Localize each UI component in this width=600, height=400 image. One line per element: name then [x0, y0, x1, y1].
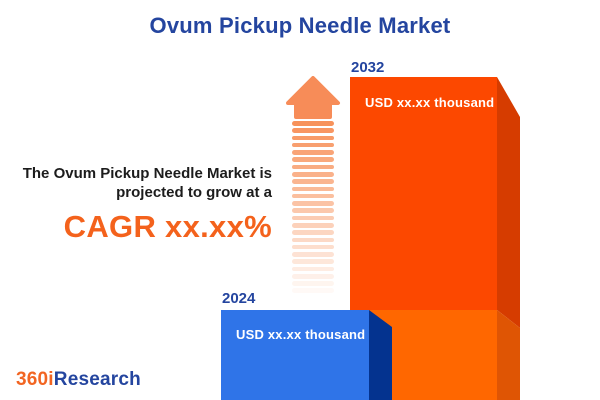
- logo: 360iResearch: [16, 369, 141, 391]
- bar-2032-front: [350, 77, 497, 310]
- bar-value-2032: USD xx.xx thousand: [365, 95, 495, 110]
- growth-arrow-head-icon: [286, 76, 340, 119]
- bar-label-2032: 2032: [351, 59, 385, 76]
- description-line-2: projected to grow at a: [116, 184, 272, 201]
- bar-2024-front: [221, 310, 369, 400]
- bar-label-2024: 2024: [222, 290, 256, 307]
- cagr-value: CAGR xx.xx%: [63, 209, 272, 244]
- bar-2032-side-lower: [497, 310, 520, 400]
- bar-value-2024: USD xx.xx thousand: [236, 327, 366, 342]
- logo-360i: 360i: [16, 369, 54, 390]
- logo-research: Research: [53, 369, 141, 390]
- bar-2024-side: [369, 310, 392, 400]
- growth-arrow-stripes: [292, 121, 334, 296]
- description-line-1: The Ovum Pickup Needle Market is: [22, 165, 272, 182]
- bar-2032-side: [497, 77, 520, 328]
- growth-description: The Ovum Pickup Needle Market is project…: [12, 164, 272, 245]
- page-title: Ovum Pickup Needle Market: [149, 13, 451, 38]
